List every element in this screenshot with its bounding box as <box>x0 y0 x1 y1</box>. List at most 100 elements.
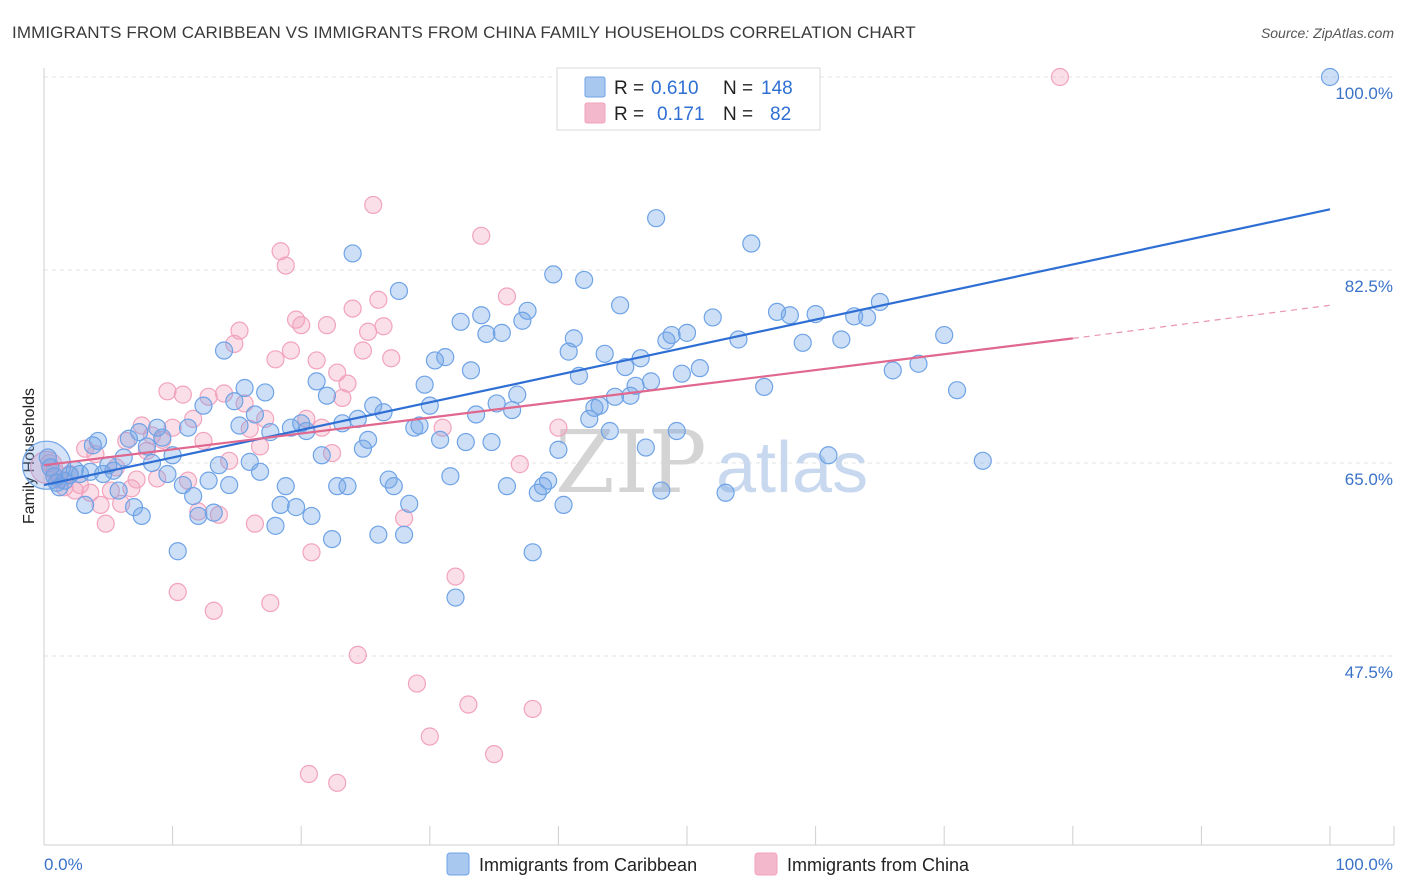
china-point-60 <box>348 645 367 664</box>
caribbean-point-108 <box>580 409 599 428</box>
trend-line-china-extension <box>1072 304 1331 339</box>
china-point-74 <box>485 745 504 764</box>
caribbean-point-76 <box>415 375 434 394</box>
legend-n-value-1: 82 <box>770 104 791 125</box>
caribbean-point-86 <box>466 405 486 424</box>
caribbean-point-123 <box>657 331 676 350</box>
china-point-17 <box>127 470 146 489</box>
caribbean-point-16 <box>109 481 128 500</box>
china-point-52 <box>307 351 326 370</box>
caribbean-point-124 <box>662 325 681 345</box>
caribbean-point-17 <box>114 448 133 467</box>
bottom-legend-swatch-caribbean <box>446 852 470 876</box>
china-point-47 <box>281 341 301 360</box>
caribbean-point-90 <box>487 394 506 413</box>
caribbean-point-136 <box>793 333 812 352</box>
caribbean-point-26 <box>158 464 177 484</box>
caribbean-point-40 <box>230 416 249 435</box>
caribbean-point-45 <box>256 383 275 402</box>
caribbean-point-128 <box>690 359 709 378</box>
caribbean-point-28 <box>168 542 187 561</box>
caribbean-point-147 <box>973 451 992 470</box>
caribbean-point-115 <box>616 357 635 377</box>
china-point-62 <box>358 322 378 341</box>
caribbean-point-71 <box>389 281 409 301</box>
caribbean-point-51 <box>286 498 306 517</box>
caribbean-point-95 <box>513 311 532 330</box>
caribbean-point-141 <box>857 308 877 327</box>
caribbean-point-83 <box>451 312 470 331</box>
china-point-48 <box>286 310 306 329</box>
legend-n-label-0: N = <box>723 78 753 99</box>
caribbean-point-70 <box>384 477 403 496</box>
caribbean-point-79 <box>430 430 450 449</box>
caribbean-point-107 <box>575 270 594 290</box>
caribbean-point-57 <box>317 386 337 405</box>
caribbean-point-101 <box>544 265 563 284</box>
legend-r-value-0: 0.610 <box>651 78 699 99</box>
caribbean-point-105 <box>564 329 583 348</box>
caribbean-point-88 <box>477 324 496 344</box>
caribbean-point-24 <box>148 418 167 437</box>
china-point-25 <box>168 582 187 602</box>
china-point-71 <box>446 567 465 586</box>
caribbean-point-20 <box>130 423 149 442</box>
china-point-54 <box>317 316 337 335</box>
caribbean-point-61 <box>338 477 357 496</box>
china-point-35 <box>220 451 239 470</box>
caribbean-point-65 <box>358 430 378 449</box>
caribbean-point-112 <box>600 421 619 441</box>
caribbean-point-92 <box>497 477 517 496</box>
legend-n-value-0: 148 <box>761 78 793 99</box>
caribbean-point-84 <box>456 432 475 452</box>
y-tick-labels: 100.0% 82.5% 65.0% 47.5% <box>1335 84 1393 682</box>
china-point-75 <box>497 287 517 306</box>
caribbean-point-89 <box>482 432 501 452</box>
y-tick-label-1: 82.5% <box>1345 277 1393 296</box>
caribbean-point-97 <box>523 543 542 562</box>
caribbean-point-77 <box>420 396 439 415</box>
china-point-31 <box>199 387 218 406</box>
caribbean-point-87 <box>472 306 491 325</box>
caribbean-point-33 <box>194 396 213 415</box>
caribbean-point-9 <box>76 495 95 515</box>
bottom-legend-swatch-china <box>754 852 778 876</box>
caribbean-point-93 <box>503 400 522 420</box>
caribbean-point-37 <box>214 341 234 360</box>
china-point-66 <box>382 349 401 368</box>
watermark-atlas: atlas <box>716 428 868 508</box>
caribbean-point-121 <box>647 209 666 228</box>
caribbean-point-148 <box>1320 67 1340 87</box>
caribbean-point-139 <box>832 330 851 349</box>
china-point-64 <box>369 290 388 309</box>
x-ticks <box>172 826 1395 845</box>
bottom-legend-label-caribbean: Immigrants from Caribbean <box>479 855 697 875</box>
trend-line-china <box>43 337 1073 467</box>
caribbean-point-55 <box>307 372 326 391</box>
caribbean-point-99 <box>533 477 553 496</box>
china-point-63 <box>364 195 383 215</box>
series-caribbean-points <box>21 67 1340 607</box>
china-point-37 <box>230 321 249 340</box>
caribbean-point-127 <box>677 323 697 342</box>
china-point-23 <box>158 382 177 401</box>
caribbean-point-94 <box>508 385 527 404</box>
caribbean-point-111 <box>595 344 614 363</box>
legend-n-label-1: N = <box>723 104 753 125</box>
china-point-44 <box>266 350 285 369</box>
caribbean-point-131 <box>729 330 748 349</box>
caribbean-point-22 <box>137 437 156 456</box>
y-axis-title: Family Households <box>21 388 38 524</box>
caribbean-point-35 <box>204 503 223 522</box>
caribbean-point-72 <box>394 525 414 544</box>
china-point-40 <box>245 514 265 533</box>
caribbean-point-25 <box>153 428 172 447</box>
china-point-51 <box>302 543 321 562</box>
caribbean-point-133 <box>755 377 774 397</box>
china-point-26 <box>173 385 192 404</box>
caribbean-point-146 <box>947 381 967 400</box>
caribbean-point-119 <box>636 438 655 457</box>
caribbean-point-49 <box>276 477 295 496</box>
caribbean-point-64 <box>353 439 373 458</box>
caribbean-point-21 <box>132 506 151 526</box>
